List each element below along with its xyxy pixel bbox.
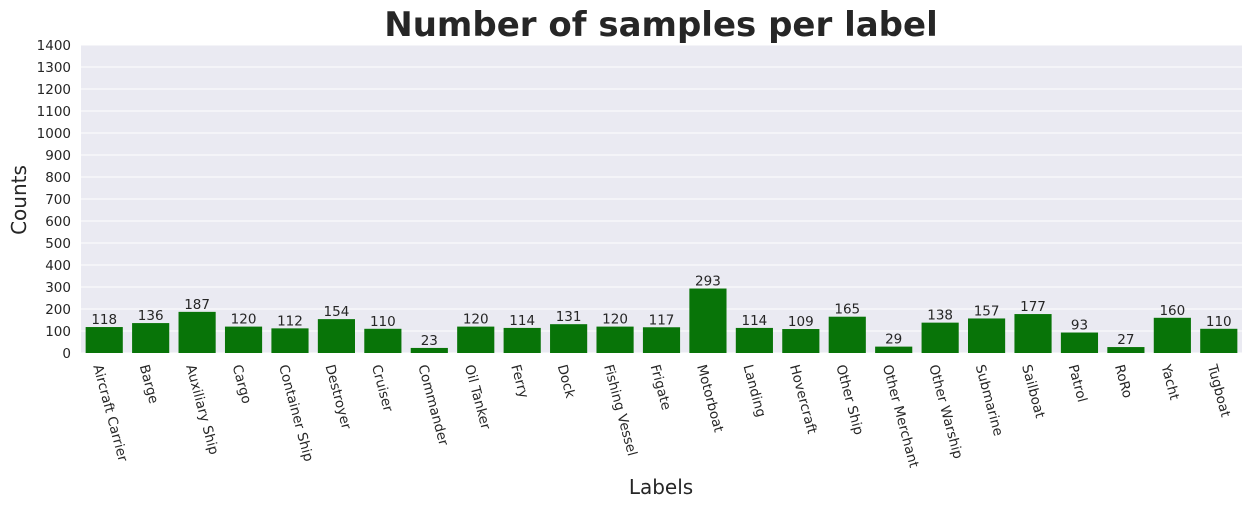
x-tick-label: Oil Tanker bbox=[461, 363, 494, 432]
x-tick-label: Dock bbox=[554, 363, 578, 400]
x-tick-label: Fishing Vessel bbox=[600, 363, 640, 458]
x-tick-label: Commander bbox=[414, 363, 451, 448]
bar bbox=[550, 324, 588, 353]
x-tick-label: Other Ship bbox=[832, 363, 866, 437]
x-tick-label: RoRo bbox=[1111, 363, 1135, 400]
y-tick-labels: 0 100 200 300 400 500 600 700 800 900 1000 1100 1200… bbox=[37, 38, 71, 362]
bar-value-label: 120 bbox=[602, 312, 628, 328]
bar bbox=[921, 322, 959, 353]
bar-value-label: 118 bbox=[91, 312, 117, 328]
bar-value-label: 157 bbox=[974, 303, 1000, 319]
y-tick-label: 1300 bbox=[37, 60, 71, 76]
x-tick-label: Hovercraft bbox=[786, 363, 820, 436]
y-tick-label: 1000 bbox=[37, 126, 71, 142]
x-tick-label: Barge bbox=[136, 363, 162, 406]
x-tick-label: Destroyer bbox=[322, 363, 355, 432]
y-tick-label: 600 bbox=[45, 214, 71, 230]
bar-value-label: 110 bbox=[370, 314, 396, 330]
x-tick-labels: Aircraft Carrier Barge Auxiliary Ship Cargo… bbox=[89, 362, 1233, 469]
bar bbox=[85, 327, 123, 353]
bar bbox=[642, 327, 681, 353]
y-tick-label: 0 bbox=[62, 346, 71, 362]
y-axis-label: Counts bbox=[7, 165, 31, 235]
bar-value-label: 293 bbox=[695, 274, 721, 290]
bar bbox=[410, 347, 448, 353]
y-tick-label: 1200 bbox=[37, 82, 71, 98]
y-tick-label: 300 bbox=[45, 280, 71, 296]
bar-value-label: 136 bbox=[138, 308, 164, 324]
bar bbox=[782, 329, 820, 353]
y-tick-label: 400 bbox=[45, 258, 71, 274]
y-tick-label: 900 bbox=[45, 148, 71, 164]
chart-title: Number of samples per label bbox=[384, 5, 937, 45]
x-tick-label: Tugboat bbox=[1204, 362, 1234, 419]
bar bbox=[132, 323, 170, 353]
y-tick-label: 100 bbox=[45, 324, 71, 340]
y-tick-label: 800 bbox=[45, 170, 71, 186]
x-tick-label: Cargo bbox=[229, 363, 255, 406]
x-tick-label: Landing bbox=[740, 363, 769, 419]
bar-value-label: 23 bbox=[421, 333, 438, 349]
bar bbox=[224, 326, 263, 353]
bar-value-label: 154 bbox=[324, 304, 350, 320]
bar-value-label: 114 bbox=[509, 313, 535, 329]
bar bbox=[1153, 317, 1191, 353]
y-tick-label: 700 bbox=[45, 192, 71, 208]
bar bbox=[968, 318, 1006, 353]
x-tick-label: Cruiser bbox=[368, 363, 396, 414]
x-tick-label: Auxiliary Ship bbox=[182, 363, 221, 457]
x-tick-label: Other Merchant bbox=[879, 363, 922, 469]
bar-value-label: 93 bbox=[1071, 318, 1088, 334]
bar-value-labels: 118 136 187 120 112 154 110 23 120 114 131 120 117 29… bbox=[91, 274, 1231, 349]
x-tick-label: Motorboat bbox=[693, 363, 726, 434]
bar bbox=[271, 328, 309, 353]
bar bbox=[457, 326, 495, 353]
x-tick-label: Frigate bbox=[647, 363, 674, 412]
y-tick-label: 200 bbox=[45, 302, 71, 318]
x-axis-label: Labels bbox=[629, 475, 693, 499]
bar-value-label: 29 bbox=[885, 332, 902, 348]
x-tick-label: Aircraft Carrier bbox=[89, 363, 130, 464]
bar-value-label: 27 bbox=[1117, 332, 1134, 348]
bar bbox=[1060, 332, 1099, 353]
bar bbox=[1200, 328, 1238, 353]
bar-value-label: 109 bbox=[788, 314, 814, 330]
bar-value-label: 114 bbox=[741, 313, 767, 329]
bar-value-label: 110 bbox=[1206, 314, 1232, 330]
y-tick-label: 1400 bbox=[37, 38, 71, 54]
bar-value-label: 131 bbox=[556, 309, 582, 325]
bar-value-label: 120 bbox=[231, 312, 257, 328]
x-tick-label: Other Warship bbox=[925, 363, 966, 461]
bar bbox=[1014, 314, 1052, 353]
bar-value-label: 177 bbox=[1020, 299, 1046, 315]
bar bbox=[317, 319, 355, 353]
bar bbox=[596, 326, 634, 353]
x-tick-label: Submarine bbox=[972, 363, 1006, 438]
y-tick-label: 1100 bbox=[37, 104, 71, 120]
x-tick-label: Container Ship bbox=[275, 363, 316, 463]
bar-value-label: 160 bbox=[1159, 303, 1185, 319]
bar bbox=[828, 316, 866, 353]
bar bbox=[689, 288, 727, 353]
bar bbox=[364, 328, 402, 353]
bar bbox=[735, 327, 773, 353]
bar-value-label: 120 bbox=[463, 312, 489, 328]
bars bbox=[85, 288, 1238, 353]
bar-value-label: 165 bbox=[834, 302, 860, 318]
x-tick-label: Ferry bbox=[507, 363, 531, 400]
bar-value-label: 117 bbox=[649, 312, 675, 328]
bar bbox=[178, 311, 216, 353]
bar-value-label: 187 bbox=[184, 297, 210, 313]
x-tick-label: Yacht bbox=[1157, 362, 1182, 402]
bar bbox=[1107, 347, 1145, 353]
bar-value-label: 112 bbox=[277, 313, 303, 329]
y-gridlines bbox=[81, 44, 1242, 354]
bar bbox=[875, 346, 913, 353]
x-tick-label: Sailboat bbox=[1018, 363, 1048, 420]
y-tick-label: 500 bbox=[45, 236, 71, 252]
x-tick-label: Patrol bbox=[1065, 363, 1090, 404]
bar bbox=[503, 327, 541, 353]
bar-value-label: 138 bbox=[927, 308, 953, 324]
